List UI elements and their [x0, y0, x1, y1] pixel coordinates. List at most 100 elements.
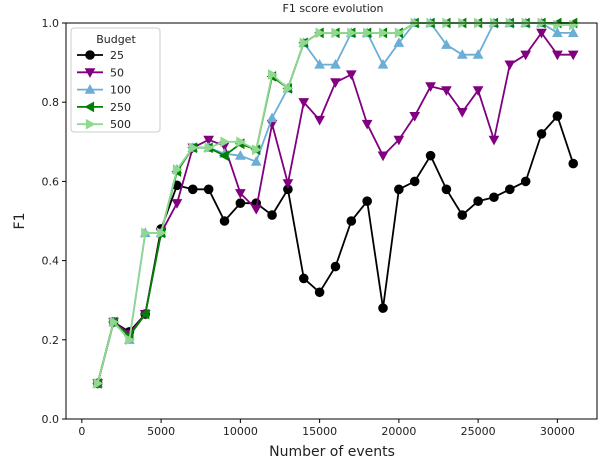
data-point: [362, 196, 372, 206]
data-point: [203, 135, 215, 146]
series-25: [92, 111, 579, 389]
data-point: [157, 227, 167, 239]
data-point: [109, 316, 120, 328]
plot-area: [92, 17, 579, 389]
data-point: [568, 158, 579, 169]
data-point: [425, 82, 436, 92]
data-point: [473, 196, 483, 206]
data-point: [441, 86, 452, 96]
data-point: [347, 27, 357, 39]
data-point: [377, 59, 389, 69]
data-point: [93, 378, 104, 389]
data-point: [472, 49, 484, 59]
data-point: [567, 27, 579, 37]
data-point: [330, 59, 341, 69]
legend-label: 50: [110, 66, 124, 79]
data-point: [220, 136, 231, 148]
data-point: [505, 184, 515, 195]
legend-item-100: 100: [77, 84, 131, 97]
data-point: [218, 150, 229, 162]
data-point: [330, 78, 341, 88]
data-point: [457, 210, 468, 220]
data-point: [472, 86, 484, 96]
legend-marker: [84, 84, 96, 94]
x-tick-label: 0: [78, 425, 85, 438]
legend-marker: [84, 101, 95, 113]
legend-marker: [85, 118, 96, 130]
x-tick-label: 15000: [302, 425, 337, 438]
data-point: [552, 50, 563, 61]
data-point: [378, 303, 388, 313]
data-point: [536, 129, 547, 139]
data-point: [283, 82, 294, 94]
data-point: [314, 59, 325, 69]
data-point: [125, 334, 135, 346]
data-point: [235, 198, 246, 208]
legend-label: 500: [110, 118, 131, 131]
legend-label: 100: [110, 84, 131, 97]
y-tick-label: 0.8: [42, 96, 60, 109]
data-point: [567, 50, 579, 61]
x-tick-label: 20000: [381, 425, 416, 438]
x-axis: 0 5000 10000 15000 20000 25000 30000: [78, 419, 575, 438]
data-point: [282, 179, 294, 189]
plot-frame: [65, 22, 598, 420]
data-point: [488, 135, 500, 146]
x-tick-label: 25000: [461, 425, 496, 438]
y-tick-label: 0.4: [42, 255, 60, 268]
data-point: [456, 49, 468, 59]
x-tick-label: 5000: [147, 425, 175, 438]
legend-item-250: 250: [77, 101, 131, 114]
data-point: [489, 192, 499, 203]
data-point: [504, 60, 516, 71]
data-point: [409, 176, 420, 187]
data-point: [361, 119, 373, 130]
legend-item-500: 500: [77, 118, 131, 131]
series-500: [93, 17, 579, 389]
series-50: [92, 28, 579, 389]
legend: Budget 25 50 100 250 500: [70, 27, 161, 133]
series-250: [92, 17, 578, 389]
data-point: [171, 199, 183, 209]
data-point: [441, 39, 452, 49]
data-point: [393, 135, 405, 146]
data-point: [203, 184, 214, 195]
y-axis-title: F1: [12, 213, 28, 230]
data-point: [394, 27, 405, 39]
data-point: [394, 184, 404, 195]
y-tick-label: 1.0: [42, 17, 60, 30]
data-point: [298, 273, 309, 284]
data-point: [393, 37, 405, 47]
data-point: [315, 27, 326, 39]
data-point: [363, 27, 373, 39]
data-point: [266, 112, 278, 123]
data-point: [252, 144, 262, 156]
data-point: [267, 210, 277, 220]
data-point: [536, 28, 547, 39]
series-line: [96, 115, 575, 384]
data-point: [298, 98, 310, 108]
y-tick-label: 0.2: [42, 334, 60, 347]
y-tick-label: 0.0: [42, 413, 60, 426]
series-line: [96, 22, 574, 384]
data-point: [172, 164, 183, 175]
data-point: [235, 150, 246, 160]
legend-title: Budget: [96, 33, 136, 46]
data-point: [552, 27, 563, 37]
data-point: [236, 136, 246, 148]
x-tick-label: 10000: [223, 425, 258, 438]
legend-label: 250: [110, 101, 131, 114]
data-point: [520, 50, 532, 61]
data-point: [346, 216, 357, 226]
y-axis: 0.0 0.2 0.4 0.6 0.8 1.0: [42, 17, 66, 426]
data-point: [520, 176, 531, 187]
data-point: [139, 308, 150, 320]
data-point: [425, 150, 436, 161]
x-axis-title: Number of events: [269, 444, 395, 460]
legend-label: 25: [110, 49, 124, 62]
legend-item-25: 25: [77, 49, 124, 62]
data-point: [141, 227, 151, 239]
data-point: [314, 287, 325, 298]
y-tick-label: 0.6: [42, 175, 60, 188]
